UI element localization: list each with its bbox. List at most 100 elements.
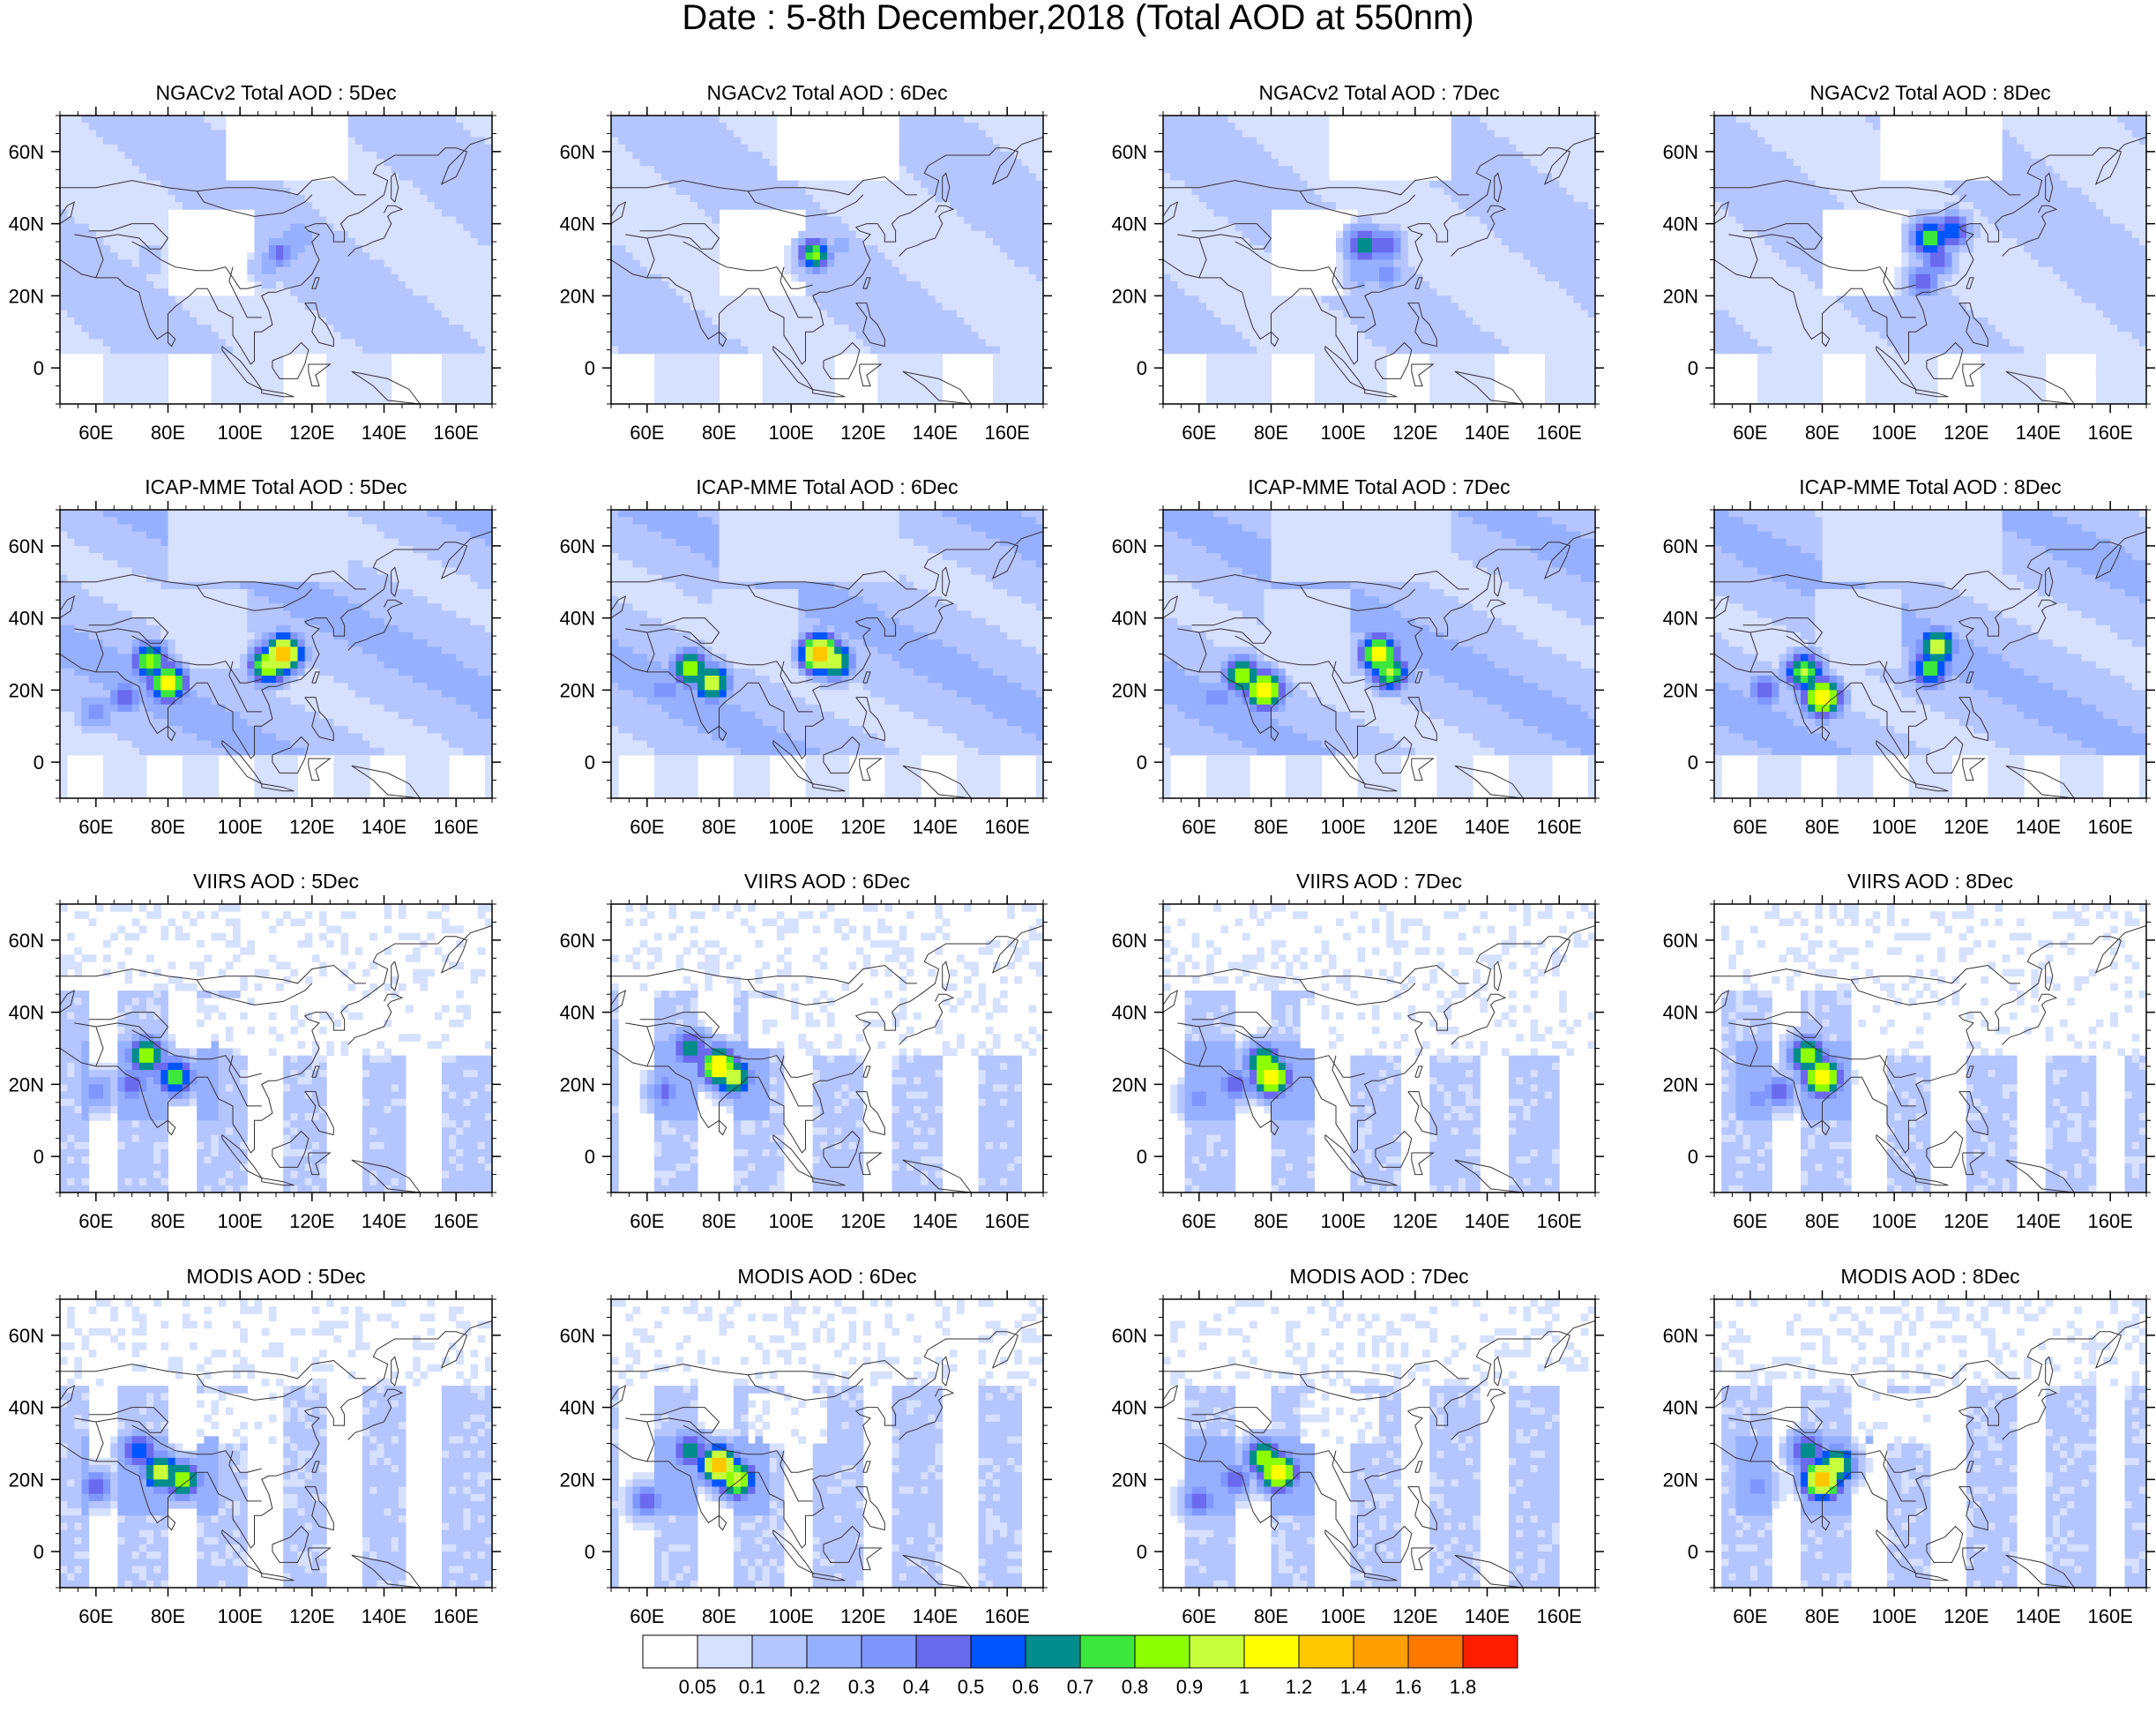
aod-map-viirs-5dec: 60E 80E 100E 120E 140E 160E 60N 40N 20N 0: [9, 895, 501, 1232]
map-canvas: 60E 80E 100E 120E 140E 160E 60N 40N 20N 0: [560, 1290, 1052, 1627]
lat-tick-label: 40N: [560, 608, 595, 630]
coastlines: [59, 925, 493, 1193]
lon-tick-label: 140E: [913, 1605, 958, 1627]
lat-tick-label: 20N: [1112, 1073, 1147, 1095]
coastlines: [610, 531, 1044, 799]
lat-tick-label: 60N: [1663, 1325, 1698, 1347]
lat-tick-label: 60N: [560, 535, 595, 557]
panel-title: MODIS AOD : 6Dec: [611, 1265, 1043, 1289]
panel-title: ICAP-MME Total AOD : 6Dec: [611, 475, 1043, 499]
coastlines: [1162, 1320, 1596, 1589]
aod-field: [60, 510, 493, 799]
lat-tick-label: 60N: [1663, 141, 1698, 163]
lat-tick-label: 40N: [560, 1002, 595, 1024]
map-canvas: 60E 80E 100E 120E 140E 160E 60N 40N 20N 0: [560, 895, 1052, 1232]
lon-tick-label: 60E: [78, 1605, 113, 1627]
lon-tick-label: 120E: [289, 1605, 334, 1627]
lon-tick-label: 100E: [217, 816, 262, 838]
lat-tick-label: 40N: [9, 1397, 44, 1419]
lat-tick-label: 60N: [9, 930, 44, 952]
aod-map-ngacv2-8dec: 60E 80E 100E 120E 140E 160E 60N 40N 20N 0: [1663, 107, 2155, 444]
map-canvas: 60E 80E 100E 120E 140E 160E 60N 40N 20N 0: [1112, 501, 1604, 838]
lon-tick-label: 60E: [1733, 1605, 1767, 1627]
lat-tick-label: 40N: [9, 608, 44, 630]
lon-tick-label: 120E: [289, 1210, 334, 1232]
panel-title: MODIS AOD : 5Dec: [60, 1265, 492, 1289]
lon-tick-label: 140E: [913, 816, 958, 838]
lat-tick-label: 20N: [1112, 679, 1147, 701]
lat-tick-label: 0: [585, 357, 595, 379]
colorbar-swatch: [915, 1634, 972, 1669]
lat-tick-label: 20N: [560, 285, 595, 307]
lon-tick-label: 120E: [1392, 1210, 1437, 1232]
aod-map-icap-mme-7dec: 60E 80E 100E 120E 140E 160E 60N 40N 20N 0: [1112, 501, 1604, 838]
lon-tick-label: 140E: [1465, 816, 1510, 838]
aod-map-viirs-8dec: 60E 80E 100E 120E 140E 160E 60N 40N 20N 0: [1663, 895, 2155, 1232]
lon-tick-label: 80E: [1254, 816, 1288, 838]
lon-tick-label: 120E: [1943, 816, 1988, 838]
lat-tick-label: 20N: [1663, 1469, 1698, 1491]
lon-tick-label: 120E: [840, 422, 885, 444]
lon-tick-label: 120E: [840, 1210, 885, 1232]
lat-tick-label: 20N: [560, 1469, 595, 1491]
lon-tick-label: 60E: [78, 1210, 113, 1232]
colorbar-label: 0.6: [1012, 1676, 1040, 1698]
lat-tick-label: 0: [1137, 357, 1147, 379]
lat-tick-label: 40N: [1663, 1002, 1698, 1024]
lat-tick-label: 20N: [1663, 1073, 1698, 1095]
map-canvas: 60E 80E 100E 120E 140E 160E 60N 40N 20N 0: [9, 895, 501, 1232]
aod-field: [1163, 116, 1596, 405]
colorbar-swatch: [1243, 1634, 1300, 1669]
colorbar-swatch: [806, 1634, 862, 1669]
lon-tick-label: 60E: [630, 422, 664, 444]
lon-tick-label: 100E: [768, 1605, 813, 1627]
lon-tick-label: 160E: [1536, 816, 1581, 838]
lon-tick-label: 80E: [702, 422, 736, 444]
map-canvas: 60E 80E 100E 120E 140E 160E 60N 40N 20N 0: [1663, 1290, 2155, 1627]
colorbar-swatch: [1079, 1634, 1136, 1669]
lon-tick-label: 80E: [702, 816, 736, 838]
lat-tick-label: 0: [34, 751, 44, 774]
lon-tick-label: 140E: [362, 422, 407, 444]
lon-tick-label: 120E: [1943, 1210, 1988, 1232]
lon-tick-label: 140E: [362, 1605, 407, 1627]
colorbar-label: 0.2: [794, 1676, 821, 1698]
lon-tick-label: 120E: [840, 816, 885, 838]
lon-tick-label: 60E: [1733, 1210, 1767, 1232]
lon-tick-label: 140E: [2016, 1605, 2061, 1627]
lon-tick-label: 100E: [768, 816, 813, 838]
lon-tick-label: 160E: [2087, 1210, 2132, 1232]
lat-tick-label: 60N: [9, 141, 44, 163]
colorbar-swatch: [697, 1634, 753, 1669]
lat-tick-label: 20N: [1663, 679, 1698, 701]
lon-tick-label: 80E: [151, 1605, 185, 1627]
lon-tick-label: 60E: [1182, 422, 1216, 444]
lat-tick-label: 0: [34, 1541, 44, 1563]
colorbar-canvas: 0.05 0.1 0.2 0.3 0.4 0.5 0.6 0.7 0.8 0.9 1 1.2 1.4 1.…: [642, 1634, 1518, 1698]
lon-tick-label: 140E: [913, 422, 958, 444]
coastlines: [59, 531, 493, 799]
lon-tick-label: 160E: [433, 1210, 478, 1232]
colorbar-label: 1.8: [1450, 1676, 1477, 1698]
panel-title: MODIS AOD : 7Dec: [1163, 1265, 1595, 1289]
lat-tick-label: 60N: [1112, 1325, 1147, 1347]
lon-tick-label: 120E: [1392, 1605, 1437, 1627]
panel-title: VIIRS AOD : 6Dec: [611, 870, 1043, 893]
lon-tick-label: 80E: [151, 422, 185, 444]
colorbar-label: 1: [1239, 1676, 1250, 1698]
lon-tick-label: 100E: [768, 422, 813, 444]
lat-tick-label: 40N: [1112, 1002, 1147, 1024]
lon-tick-label: 60E: [78, 816, 113, 838]
aod-field: [1721, 904, 2147, 1193]
colorbar: 0.05 0.1 0.2 0.3 0.4 0.5 0.6 0.7 0.8 0.9 1 1.2 1.4 1.…: [642, 1634, 1518, 1705]
lat-tick-label: 40N: [1663, 1397, 1698, 1419]
coastlines: [1713, 925, 2147, 1193]
lat-tick-label: 0: [585, 1146, 595, 1168]
aod-field: [60, 904, 493, 1193]
map-canvas: 60E 80E 100E 120E 140E 160E 60N 40N 20N 0: [9, 107, 501, 444]
lon-tick-label: 140E: [1465, 1605, 1510, 1627]
colorbar-label: 0.7: [1067, 1676, 1094, 1698]
lon-tick-label: 100E: [768, 1210, 813, 1232]
lon-tick-label: 100E: [1871, 1210, 1916, 1232]
aod-field: [611, 116, 1044, 405]
